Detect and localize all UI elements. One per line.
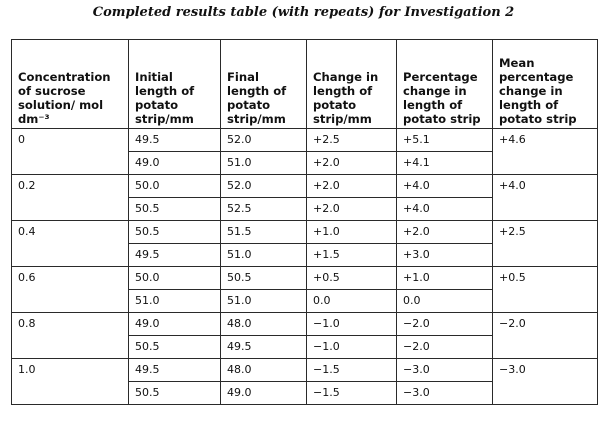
initial-length-cell: 49.5: [128, 243, 221, 267]
percent-change-cell: +2.0: [396, 220, 493, 244]
header-percentage-change: Percentage change in length of potato st…: [396, 39, 493, 129]
change-cell: +2.0: [306, 151, 397, 175]
change-cell: +2.0: [306, 197, 397, 221]
results-table: Concentration of sucrose solution/ mol d…: [11, 39, 598, 405]
final-length-cell: 51.0: [220, 289, 307, 313]
header-change-in-length: Change in length of potato strip/mm: [306, 39, 397, 129]
change-cell: −1.5: [306, 358, 397, 382]
final-length-cell: 48.0: [220, 312, 307, 336]
change-cell: +1.0: [306, 220, 397, 244]
change-cell: −1.0: [306, 335, 397, 359]
header-concentration: Concentration of sucrose solution/ mol d…: [11, 39, 129, 129]
percent-change-cell: 0.0: [396, 289, 493, 313]
change-cell: −1.0: [306, 312, 397, 336]
header-row: Concentration of sucrose solution/ mol d…: [11, 39, 598, 129]
percent-change-cell: +4.0: [396, 197, 493, 221]
table-row: 50.5 49.5 −1.0 −2.0: [12, 335, 598, 359]
initial-length-cell: 49.5: [128, 128, 221, 152]
percent-change-cell: +4.0: [396, 174, 493, 198]
initial-length-cell: 51.0: [128, 289, 221, 313]
header-final-length: Final length of potato strip/mm: [220, 39, 307, 129]
final-length-cell: 52.0: [220, 174, 307, 198]
change-cell: 0.0: [306, 289, 397, 313]
final-length-cell: 52.0: [220, 128, 307, 152]
percent-change-cell: −2.0: [396, 335, 493, 359]
percent-change-cell: −3.0: [396, 358, 493, 382]
table-row: 1.0 49.5 48.0 −1.5 −3.0 −3.0: [11, 358, 598, 405]
percent-change-cell: −2.0: [396, 312, 493, 336]
table-row: 51.0 51.0 0.0 0.0: [12, 289, 598, 313]
table-row: 50.5 49.0 −1.5 −3.0: [12, 381, 598, 405]
initial-length-cell: 50.5: [128, 220, 221, 244]
concentration-cell: 0.8: [11, 312, 129, 359]
change-cell: +0.5: [306, 266, 397, 290]
final-length-cell: 50.5: [220, 266, 307, 290]
initial-length-cell: 49.0: [128, 312, 221, 336]
initial-length-cell: 50.0: [128, 266, 221, 290]
concentration-cell: 0.6: [11, 266, 129, 313]
table-body: 0 49.5 52.0 +2.5 +5.1 +4.6 49.0 51.0 +2.…: [11, 128, 598, 405]
percent-change-cell: +3.0: [396, 243, 493, 267]
initial-length-cell: 50.5: [128, 197, 221, 221]
table-row: 0.2 50.0 52.0 +2.0 +4.0 +4.0: [11, 174, 598, 221]
table-title: Completed results table (with repeats) f…: [92, 5, 515, 20]
percent-change-cell: +5.1: [396, 128, 493, 152]
initial-length-cell: 50.5: [128, 381, 221, 405]
initial-length-cell: 50.0: [128, 174, 221, 198]
table-row: 0 49.5 52.0 +2.5 +5.1 +4.6: [11, 128, 598, 175]
change-cell: +1.5: [306, 243, 397, 267]
change-cell: +2.0: [306, 174, 397, 198]
percent-change-cell: −3.0: [396, 381, 493, 405]
final-length-cell: 49.0: [220, 381, 307, 405]
table-row: 0.4 50.5 51.5 +1.0 +2.0 +2.5: [11, 220, 598, 267]
final-length-cell: 48.0: [220, 358, 307, 382]
percent-change-cell: +4.1: [396, 151, 493, 175]
header-initial-length: Initial length of potato strip/mm: [128, 39, 221, 129]
table-row: 49.0 51.0 +2.0 +4.1: [12, 151, 598, 175]
final-length-cell: 49.5: [220, 335, 307, 359]
final-length-cell: 51.5: [220, 220, 307, 244]
mean-percent-cell: +4.0: [492, 174, 598, 221]
table-row: 0.8 49.0 48.0 −1.0 −2.0 −2.0: [11, 312, 598, 359]
final-length-cell: 52.5: [220, 197, 307, 221]
mean-percent-cell: +0.5: [492, 266, 598, 313]
table-row: 50.5 52.5 +2.0 +4.0: [12, 197, 598, 221]
header-mean-percentage-change: Mean percentage change in length of pota…: [492, 39, 598, 129]
concentration-cell: 0: [11, 128, 129, 175]
percent-change-cell: +1.0: [396, 266, 493, 290]
initial-length-cell: 49.5: [128, 358, 221, 382]
table-row: 0.6 50.0 50.5 +0.5 +1.0 +0.5: [11, 266, 598, 313]
change-cell: −1.5: [306, 381, 397, 405]
initial-length-cell: 49.0: [128, 151, 221, 175]
concentration-cell: 1.0: [11, 358, 129, 405]
mean-percent-cell: −3.0: [492, 358, 598, 405]
concentration-cell: 0.4: [11, 220, 129, 267]
mean-percent-cell: +2.5: [492, 220, 598, 267]
table-row: 49.5 51.0 +1.5 +3.0: [12, 243, 598, 267]
mean-percent-cell: −2.0: [492, 312, 598, 359]
final-length-cell: 51.0: [220, 243, 307, 267]
table-header: Concentration of sucrose solution/ mol d…: [11, 39, 598, 129]
mean-percent-cell: +4.6: [492, 128, 598, 175]
concentration-cell: 0.2: [11, 174, 129, 221]
change-cell: +2.5: [306, 128, 397, 152]
final-length-cell: 51.0: [220, 151, 307, 175]
initial-length-cell: 50.5: [128, 335, 221, 359]
